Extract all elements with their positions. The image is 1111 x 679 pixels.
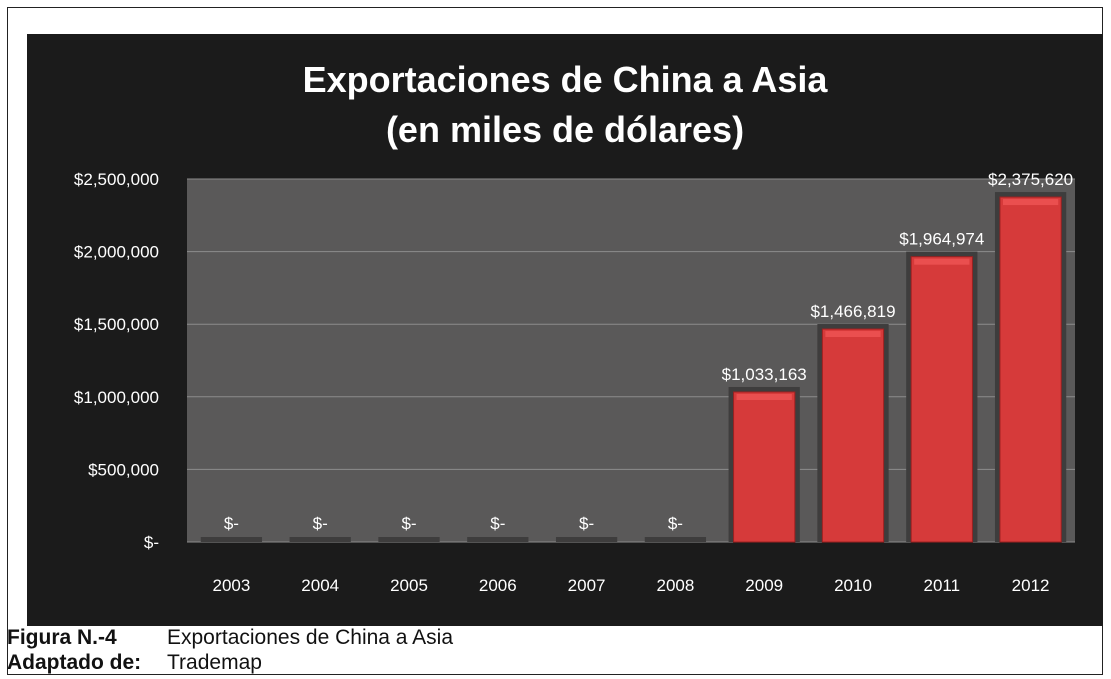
data-label-2005: $- xyxy=(401,514,416,533)
y-tick-label: $500,000 xyxy=(88,460,159,479)
x-tick-label: 2005 xyxy=(390,576,428,595)
caption-text: Exportaciones de China a Asia xyxy=(167,626,454,649)
bar-highlight xyxy=(736,393,792,400)
y-tick-label: $- xyxy=(144,533,159,552)
x-tick-label: 2009 xyxy=(745,576,783,595)
x-axis-ticks: 2003 2004 2005 2006 2007 2008 2009 2010 2011 2012 xyxy=(212,576,1049,595)
x-tick-label: 2003 xyxy=(212,576,250,595)
data-label-2004: $- xyxy=(313,514,328,533)
data-label-2003: $- xyxy=(224,514,239,533)
bar-2007 xyxy=(555,537,618,542)
bar-2006 xyxy=(467,537,529,542)
y-tick-label: $1,000,000 xyxy=(74,388,159,407)
bar-2003 xyxy=(200,537,263,542)
y-tick-label: $1,500,000 xyxy=(74,315,159,334)
bar-2004 xyxy=(289,537,351,542)
x-tick-label: 2010 xyxy=(834,576,872,595)
bar-2011 xyxy=(906,251,978,543)
data-label-2008: $- xyxy=(668,514,683,533)
bar-rect xyxy=(467,537,529,542)
bar-rect xyxy=(999,196,1062,543)
source-label: Adaptado de: xyxy=(7,651,142,674)
bar-rect xyxy=(200,537,263,542)
x-tick-label: 2007 xyxy=(568,576,606,595)
bar-rect xyxy=(378,537,440,542)
data-label-2009: $1,033,163 xyxy=(722,365,807,384)
bar-2010 xyxy=(817,324,889,543)
bar-2009 xyxy=(728,386,800,543)
bar-highlight xyxy=(914,258,970,265)
x-tick-label: 2012 xyxy=(1012,576,1050,595)
chart-subtitle: (en miles de dólares) xyxy=(386,109,744,150)
source-text: Trademap xyxy=(167,651,262,674)
x-tick-label: 2004 xyxy=(301,576,339,595)
bars xyxy=(200,192,1067,543)
y-tick-label: $2,500,000 xyxy=(74,170,159,189)
y-axis-ticks: $- $500,000 $1,000,000 $1,500,000 $2,000,000… xyxy=(74,170,159,552)
x-tick-label: 2011 xyxy=(924,576,961,595)
caption-label: Figura N.-4 xyxy=(7,626,117,649)
y-tick-label: $2,000,000 xyxy=(74,243,159,262)
data-labels: $- $- $- $- $- $- $1,033,163 $1,466,819 $1,964,9… xyxy=(224,170,1073,533)
bar-rect xyxy=(555,537,618,542)
bar-highlight xyxy=(825,331,881,338)
data-label-2011: $1,964,974 xyxy=(899,230,984,249)
data-label-2010: $1,466,819 xyxy=(810,302,895,321)
bar-rect xyxy=(289,537,351,542)
bar-chart: Exportaciones de China a Asia (en miles … xyxy=(74,59,1075,595)
x-tick-label: 2006 xyxy=(479,576,517,595)
bar-highlight xyxy=(1002,199,1059,206)
figure-caption: Figura N.-4 Exportaciones de China a Asia xyxy=(7,626,453,650)
x-tick-label: 2008 xyxy=(656,576,694,595)
data-label-2007: $- xyxy=(579,514,594,533)
figure-source: Adaptado de: Trademap xyxy=(7,651,262,675)
bar-rect xyxy=(733,391,796,543)
data-label-2006: $- xyxy=(490,514,505,533)
data-label-2012: $2,375,620 xyxy=(988,170,1073,189)
bar-rect xyxy=(910,256,973,543)
bar-2005 xyxy=(378,537,440,542)
chart-area: Exportaciones de China a Asia (en miles … xyxy=(27,34,1103,626)
bar-rect xyxy=(821,328,885,543)
bar-2008 xyxy=(644,537,707,542)
bar-rect xyxy=(644,537,707,542)
bar-2012 xyxy=(994,192,1067,543)
chart-title: Exportaciones de China a Asia xyxy=(303,59,829,100)
